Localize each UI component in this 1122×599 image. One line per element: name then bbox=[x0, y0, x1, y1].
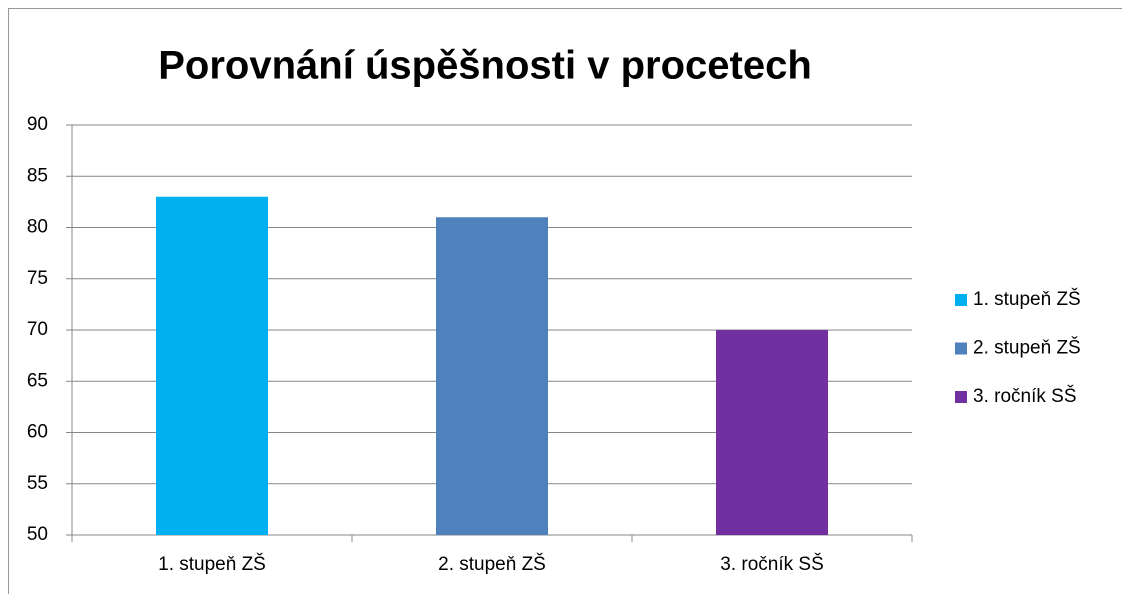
x-tick-label: 2. stupeň ZŠ bbox=[438, 553, 546, 575]
y-tick-label: 80 bbox=[27, 217, 48, 238]
x-tick-label: 3. ročník SŠ bbox=[720, 553, 824, 575]
chart-title: Porovnání úspěšnosti v procetech bbox=[158, 44, 812, 88]
y-tick-label: 60 bbox=[27, 422, 48, 443]
legend-swatch bbox=[955, 391, 967, 403]
legend-label: 1. stupeň ZŠ bbox=[973, 288, 1081, 310]
bar bbox=[436, 217, 548, 535]
legend-swatch bbox=[955, 294, 967, 306]
y-tick-label: 85 bbox=[27, 165, 48, 186]
bar bbox=[716, 330, 828, 535]
legend-label: 3. ročník SŠ bbox=[973, 385, 1077, 407]
y-tick-label: 70 bbox=[27, 319, 48, 340]
legend-label: 2. stupeň ZŠ bbox=[973, 337, 1081, 359]
y-tick-label: 75 bbox=[27, 268, 48, 289]
y-tick-label: 50 bbox=[27, 524, 48, 545]
y-tick-label: 90 bbox=[27, 114, 48, 135]
bar bbox=[156, 196, 268, 535]
x-tick-label: 1. stupeň ZŠ bbox=[158, 553, 266, 575]
y-tick-label: 55 bbox=[27, 473, 48, 494]
y-tick-label: 65 bbox=[27, 370, 48, 391]
legend-swatch bbox=[955, 342, 967, 355]
